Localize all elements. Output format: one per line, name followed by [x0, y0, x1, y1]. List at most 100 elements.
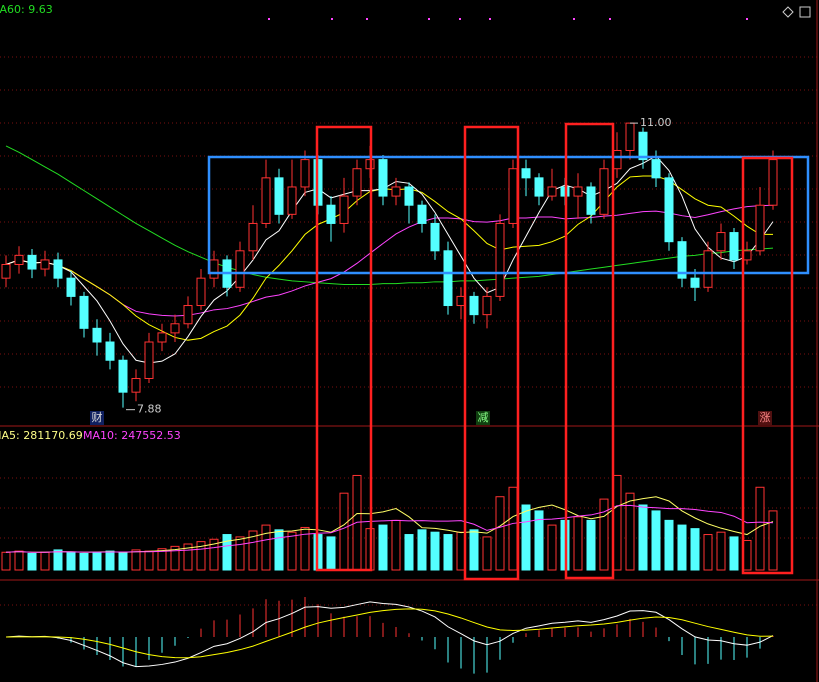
volume-bar — [209, 538, 219, 571]
volume-bar — [690, 528, 700, 571]
candle-body — [391, 186, 401, 197]
ma60-line — [5, 145, 774, 286]
dot — [489, 18, 491, 20]
candle-body — [248, 222, 258, 252]
candle-body — [1, 263, 11, 279]
volume-bar — [586, 519, 596, 571]
volume-bar — [625, 492, 635, 571]
volume-bar — [157, 548, 167, 571]
candle-body — [586, 186, 596, 215]
candle-body — [235, 250, 245, 288]
volume-bar — [118, 551, 128, 571]
top-dots — [268, 18, 748, 20]
blue-box — [207, 155, 810, 275]
candle-body — [638, 131, 648, 161]
candle-body — [105, 341, 115, 361]
candle-body — [196, 277, 206, 307]
candle-body — [690, 277, 700, 288]
volume-bar — [703, 534, 713, 571]
candle-body — [209, 259, 219, 279]
grid — [0, 56, 819, 606]
volume-bar — [547, 524, 557, 571]
candle-body — [768, 159, 778, 206]
volume-bar — [716, 531, 726, 571]
ma10-line — [5, 175, 773, 341]
marker: 涨 — [760, 411, 771, 424]
candle-body — [170, 323, 180, 334]
volume-bar — [469, 529, 479, 571]
candle-body — [287, 186, 297, 215]
volume-bar — [677, 524, 687, 571]
volume-bar — [638, 504, 648, 571]
volume-bar — [183, 543, 193, 571]
volume-bar — [404, 534, 414, 571]
volume-bar — [287, 531, 297, 571]
high-label: 11.00 — [640, 116, 672, 129]
candle-body — [599, 168, 609, 215]
candle-body — [131, 377, 141, 393]
marker-bg — [90, 411, 104, 425]
volume-bar — [300, 526, 310, 571]
volume-bar — [14, 550, 24, 571]
candle-body — [274, 177, 284, 215]
marker-bg — [476, 411, 490, 425]
icon-diamond[interactable] — [782, 6, 794, 18]
candle-body — [300, 159, 310, 188]
icon-square[interactable] — [799, 6, 811, 18]
vol-ma10-line — [5, 504, 774, 553]
candle-body — [482, 295, 492, 316]
candle-body — [625, 122, 635, 151]
candle-body — [651, 159, 661, 179]
macd-dif — [5, 601, 774, 668]
volume-bar — [521, 504, 531, 571]
volume-bar — [326, 536, 336, 571]
ma60-label: MA60: 9.63 — [0, 3, 53, 16]
volume-bar — [261, 524, 271, 571]
volume-bar — [196, 541, 206, 571]
red-box — [463, 125, 520, 581]
volume-bar — [66, 551, 76, 571]
volume-bar — [651, 510, 661, 571]
volume-bar — [430, 531, 440, 571]
volume-bar — [573, 516, 583, 571]
candle-body — [40, 259, 50, 270]
dot — [428, 18, 430, 20]
marker: 减 — [478, 411, 489, 424]
candle-body — [573, 186, 583, 197]
candle-body — [27, 254, 37, 270]
dot — [609, 18, 611, 20]
candle-body — [157, 332, 167, 343]
volume-bar — [391, 519, 401, 571]
dot — [459, 18, 461, 20]
volume-bar — [378, 524, 388, 571]
candle-body — [729, 232, 739, 261]
dot — [366, 18, 368, 20]
volume-bar — [53, 549, 63, 571]
volume-bar — [339, 492, 349, 571]
volume-bar — [40, 551, 50, 571]
candle-body — [534, 177, 544, 197]
candle-body — [339, 195, 349, 224]
low-label: 7.88 — [137, 403, 162, 416]
volume-bar — [495, 496, 505, 571]
volume-bar — [1, 551, 11, 571]
annotation-boxes — [207, 122, 810, 581]
red-box — [564, 122, 615, 580]
red-box — [741, 156, 794, 575]
candle-body — [443, 250, 453, 307]
ma5-line — [5, 155, 774, 364]
volume-bar — [534, 510, 544, 571]
volume-bar — [222, 534, 232, 571]
candle-body — [326, 204, 336, 224]
macd-dea — [5, 608, 774, 659]
dot — [746, 18, 748, 20]
marks: 11.00 7.88 — [1, 116, 778, 674]
dot — [268, 18, 270, 20]
volume-bar — [79, 552, 89, 571]
volume-bar — [508, 486, 518, 571]
volume-bar — [248, 530, 258, 571]
candle-body — [508, 168, 518, 224]
volume-bar — [729, 536, 739, 571]
candle-body — [53, 259, 63, 279]
